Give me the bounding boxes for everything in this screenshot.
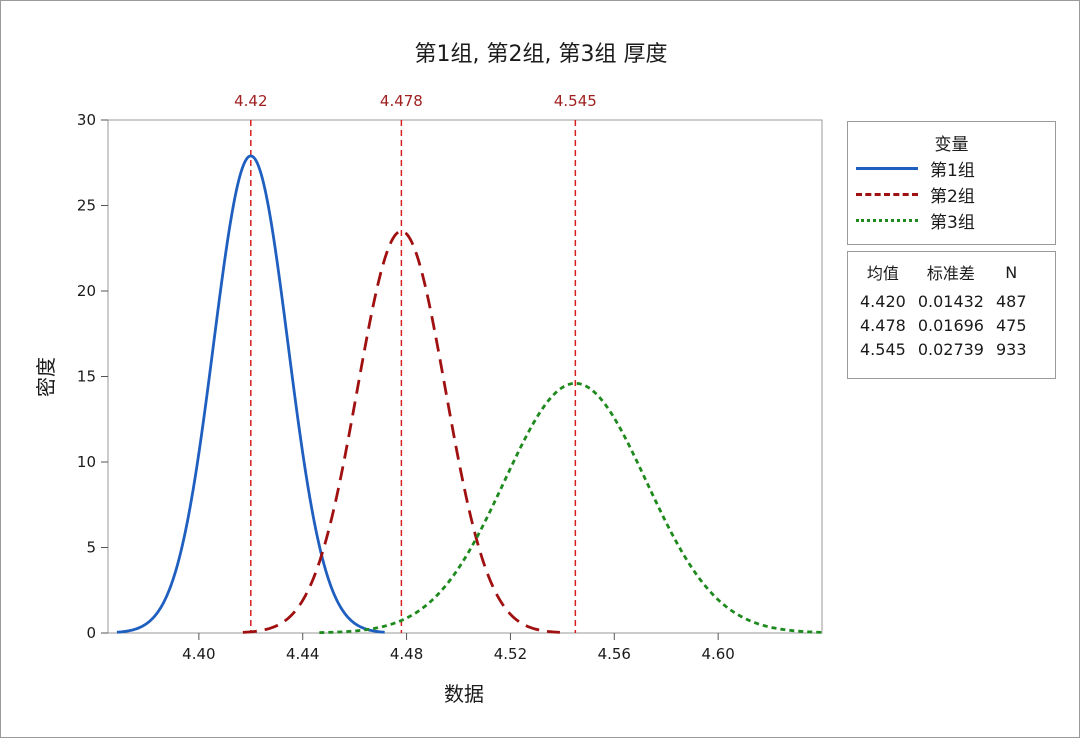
stats-cell-stdev: 0.01696 (917, 316, 984, 335)
reference-line-label-2: 4.478 (380, 92, 423, 110)
y-tick-label: 5 (86, 539, 96, 557)
y-axis-label: 密度 (34, 357, 58, 397)
legend: 变量 第1组 第2组 第3组 (847, 121, 1056, 245)
stats-header-row: 均值 标准差 N (854, 260, 1033, 290)
x-tick-label: 4.56 (598, 645, 631, 663)
legend-label-series-3: 第3组 (930, 212, 975, 233)
legend-item-series-2: 第2组 (856, 182, 975, 207)
x-tick-label: 4.40 (182, 645, 215, 663)
stats-table-box: 均值 标准差 N 4.420 0.01432 487 4.478 0.01696… (847, 251, 1056, 379)
stats-header-n: N (1005, 262, 1018, 282)
legend-label-series-2: 第2组 (930, 186, 975, 207)
stats-cell-n: 475 (995, 316, 1027, 335)
reference-lines: 4.42 4.478 4.545 (234, 92, 597, 633)
stats-cell-n: 933 (995, 340, 1027, 359)
stats-row: 4.478 0.01696 475 (854, 314, 1033, 338)
legend-item-series-3: 第3组 (856, 208, 975, 233)
legend-label-series-1: 第1组 (930, 160, 975, 181)
reference-line-label-3: 4.545 (554, 92, 597, 110)
legend-title: 变量 (934, 135, 969, 155)
x-axis: 4.40 4.44 4.48 4.52 4.56 4.60 (182, 633, 735, 663)
density-curve-3 (319, 381, 823, 635)
stats-cell-mean: 4.545 (860, 340, 906, 359)
stats-header-stdev: 标准差 (926, 264, 975, 283)
legend-swatch-series-1 (856, 166, 918, 170)
stats-cell-stdev: 0.02739 (917, 340, 984, 359)
legend-swatch-series-2 (856, 192, 918, 196)
x-axis-label: 数据 (444, 682, 484, 706)
y-tick-label: 25 (77, 197, 96, 215)
density-curve-1 (116, 154, 385, 634)
legend-swatch-series-3 (856, 218, 918, 222)
x-tick-label: 4.48 (390, 645, 423, 663)
y-tick-label: 20 (77, 282, 96, 300)
stats-table: 均值 标准差 N 4.420 0.01432 487 4.478 0.01696… (854, 260, 1033, 362)
stats-row: 4.545 0.02739 933 (854, 338, 1033, 362)
x-tick-label: 4.60 (701, 645, 734, 663)
legend-item-series-1: 第1组 (856, 156, 975, 181)
stats-cell-mean: 4.478 (860, 316, 906, 335)
plot-area (107, 119, 823, 634)
reference-line-label-1: 4.42 (234, 92, 267, 110)
y-tick-label: 15 (77, 368, 96, 386)
y-tick-label: 30 (77, 111, 96, 129)
stats-cell-n: 487 (995, 292, 1027, 311)
stats-row: 4.420 0.01432 487 (854, 290, 1033, 314)
density-curves (116, 154, 823, 635)
y-tick-label: 10 (77, 453, 96, 471)
chart-title: 第1组, 第2组, 第3组 厚度 (415, 42, 668, 67)
y-axis: 0 5 10 15 20 25 30 (77, 111, 108, 642)
x-tick-label: 4.44 (286, 645, 319, 663)
y-tick-label: 0 (86, 624, 96, 642)
x-tick-label: 4.52 (494, 645, 527, 663)
stats-cell-stdev: 0.01432 (917, 292, 984, 311)
stats-header-mean: 均值 (866, 264, 899, 283)
stats-cell-mean: 4.420 (860, 292, 906, 311)
